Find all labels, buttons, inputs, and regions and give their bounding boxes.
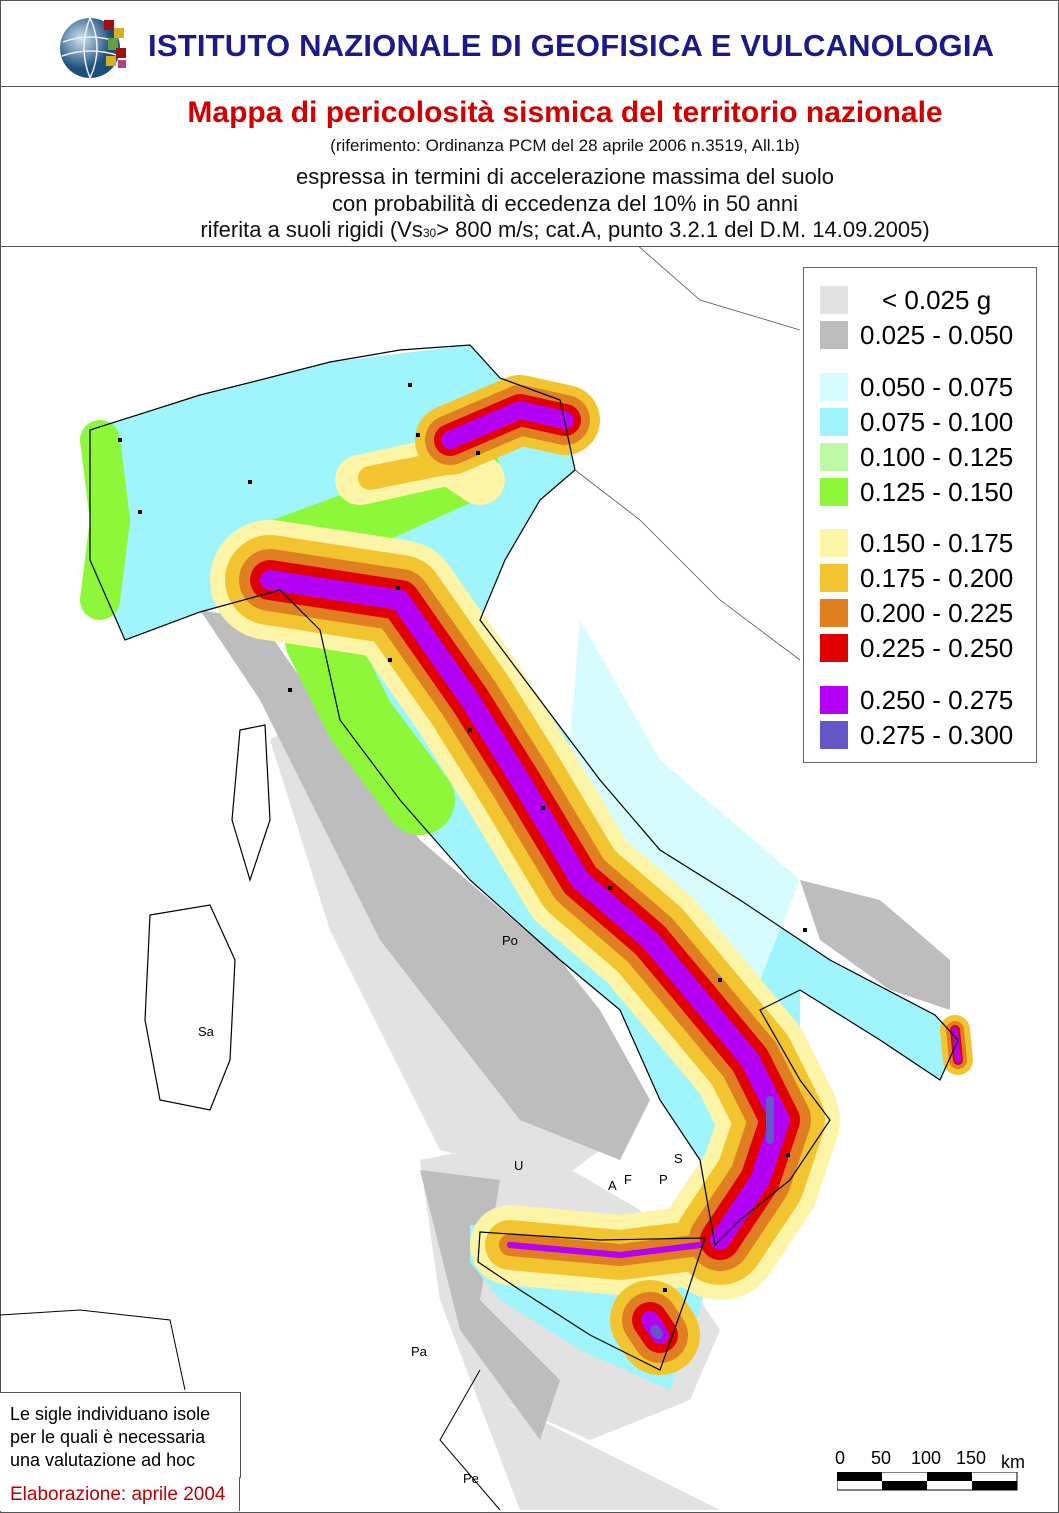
legend-item: 0.250 - 0.275 [820, 684, 1014, 715]
legend-item: 0.050 - 0.075 [820, 371, 1014, 402]
legend-label: 0.050 - 0.075 [860, 371, 1014, 402]
legend-item: 0.275 - 0.300 [820, 719, 1014, 750]
hazard-band-0125-0150 [80, 420, 130, 620]
balkans-coastline [574, 247, 801, 661]
hazard-zone-0025-0050 [200, 610, 650, 1160]
legend-item: < 0.025 g [820, 284, 992, 315]
legend-label: < 0.025 g [882, 284, 992, 315]
hazard-zone-0025-0050 [800, 880, 950, 1010]
note-line: una valutazione ad hoc [10, 1450, 196, 1470]
legend-label: 0.200 - 0.225 [860, 597, 1014, 628]
description-line-3: riferita a suoli rigidi (Vs30> 800 m/s; … [200, 217, 930, 242]
legend-label: 0.150 - 0.175 [860, 527, 1014, 558]
hazard-band-0275-0300 [650, 1325, 663, 1339]
city-marker [803, 928, 807, 932]
scale-tick: 50 [871, 1448, 892, 1468]
hazard-zone-0025-0050 [420, 1170, 560, 1440]
note-line: Le sigle individuano isole [10, 1404, 211, 1424]
legend-label: 0.125 - 0.150 [860, 476, 1014, 507]
ingv-logo [60, 17, 126, 79]
elaboration-date: Elaborazione: aprile 2004 [0, 1477, 240, 1511]
city-marker [288, 688, 292, 692]
hazard-hotspot [441, 401, 574, 449]
header: ISTITUTO NAZIONALE DI GEOFISICA E VULCAN… [0, 0, 1059, 87]
city-marker [718, 978, 722, 982]
legend-label: 0.275 - 0.300 [860, 719, 1014, 750]
legend-item: 0.125 - 0.150 [820, 476, 1014, 507]
legend-swatch [820, 686, 848, 714]
legend-swatch [820, 599, 848, 627]
legend-item: 0.100 - 0.125 [820, 441, 1014, 472]
city-marker [138, 510, 142, 514]
legend-label: 0.075 - 0.100 [860, 406, 1014, 437]
sardinia-coastline [144, 904, 236, 1111]
legend-swatch [820, 408, 848, 436]
description-line-1: espressa in termini di accelerazione mas… [295, 164, 835, 189]
island-label: U [514, 1158, 523, 1173]
island-label: Pa [411, 1344, 428, 1359]
legend-swatch [820, 529, 848, 557]
island-label: Pe [463, 1471, 479, 1486]
legend: < 0.025 g 0.025 - 0.050 0.050 - 0.075 0.075… [803, 267, 1037, 763]
legend-swatch [820, 721, 848, 749]
legend-swatch [820, 321, 848, 349]
legend-item: 0.175 - 0.200 [820, 562, 1014, 593]
legend-item: 0.075 - 0.100 [820, 406, 1014, 437]
legend-swatch [820, 564, 848, 592]
note-line: per le quali è necessaria [10, 1427, 206, 1447]
city-marker [476, 451, 480, 455]
city-marker [248, 480, 252, 484]
legend-label: 0.175 - 0.200 [860, 562, 1014, 593]
map-title: Mappa di pericolosità sismica del territ… [187, 96, 943, 129]
scale-tick: 100 [911, 1448, 942, 1468]
legend-label: 0.250 - 0.275 [860, 684, 1014, 715]
city-marker [416, 433, 420, 437]
city-marker [663, 1288, 667, 1292]
coastline [89, 344, 959, 1247]
island-label: Po [502, 933, 518, 948]
legend-swatch [820, 634, 848, 662]
legend-label: 0.100 - 0.125 [860, 441, 1014, 472]
legend-item: 0.200 - 0.225 [820, 597, 1014, 628]
institute-name: ISTITUTO NAZIONALE DI GEOFISICA E VULCAN… [148, 28, 995, 63]
sicily-coastline [477, 1231, 706, 1371]
africa-coastline [0, 1309, 501, 1511]
legend-swatch [820, 286, 848, 314]
hazard-band-0125-0150 [285, 605, 455, 835]
city-marker [408, 383, 412, 387]
island-label: P [659, 1172, 668, 1187]
island-label: Sa [198, 1024, 215, 1039]
scale-bar-graphic [837, 1472, 1018, 1491]
city-marker [388, 658, 392, 662]
note-box: Le sigle individuano isole per le quali … [0, 1392, 241, 1478]
corsica-coastline [231, 724, 271, 882]
legend-item: 0.225 - 0.250 [820, 632, 1014, 663]
legend-swatch [820, 443, 848, 471]
city-marker [608, 886, 612, 890]
legend-swatch [820, 373, 848, 401]
city-marker [786, 1153, 790, 1157]
legend-swatch [820, 478, 848, 506]
scale-tick: 0 [835, 1448, 846, 1468]
city-marker [541, 806, 545, 810]
city-marker [396, 586, 400, 590]
title-block: Mappa di pericolosità sismica del territ… [0, 86, 1059, 247]
legend-item: 0.150 - 0.175 [820, 527, 1014, 558]
scale-tick: 150 [956, 1448, 987, 1468]
description-line-2: con probabilità di eccedenza del 10% in … [332, 191, 798, 216]
legend-label: 0.025 - 0.050 [860, 319, 1014, 350]
legend-item: 0.025 - 0.050 [820, 319, 1014, 350]
island-label: A [608, 1178, 617, 1193]
hazard-map: Po Sa U S A F P Pa Pe [0, 247, 973, 1511]
sicily-hazard-band [507, 1242, 703, 1258]
island-label: S [674, 1151, 683, 1166]
city-marker [468, 728, 472, 732]
reference-text: (riferimento: Ordinanza PCM del 28 april… [330, 136, 800, 155]
hazard-hotspot [952, 1027, 961, 1063]
legend-label: 0.225 - 0.250 [860, 632, 1014, 663]
island-label: F [624, 1172, 632, 1187]
city-marker [118, 438, 122, 442]
scale-unit: km [1001, 1452, 1025, 1472]
